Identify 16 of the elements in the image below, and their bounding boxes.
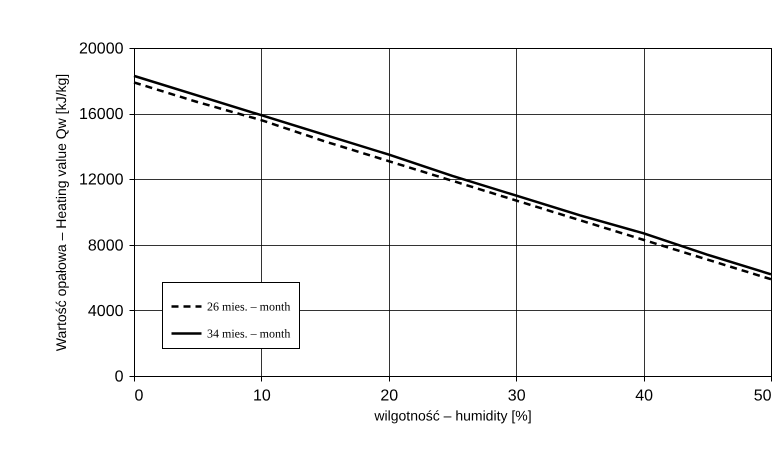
x-tick-label: 10 [253, 388, 271, 404]
y-tick-label: 0 [114, 368, 124, 386]
x-tick-label: 0 [134, 388, 144, 404]
y-tick-label: 4000 [88, 302, 124, 320]
legend-label: 34 mies. – month [207, 326, 290, 340]
legend-label: 26 mies. – month [207, 300, 290, 314]
y-tick-label: 20000 [79, 40, 124, 58]
y-axis-title: Wartość opałowa – Heating value Qw [kJ/kg] [53, 74, 70, 352]
y-tick-label: 8000 [88, 237, 124, 254]
x-tick-label: 20 [380, 388, 398, 404]
x-tick-label: 40 [635, 388, 654, 404]
y-tick-label: 12000 [79, 172, 124, 189]
y-tick-label: 16000 [79, 106, 124, 124]
x-tick-label: 30 [508, 388, 526, 404]
x-tick-label: 50 [754, 388, 772, 404]
x-axis-title: wilgotność – humidity [%] [373, 408, 532, 424]
